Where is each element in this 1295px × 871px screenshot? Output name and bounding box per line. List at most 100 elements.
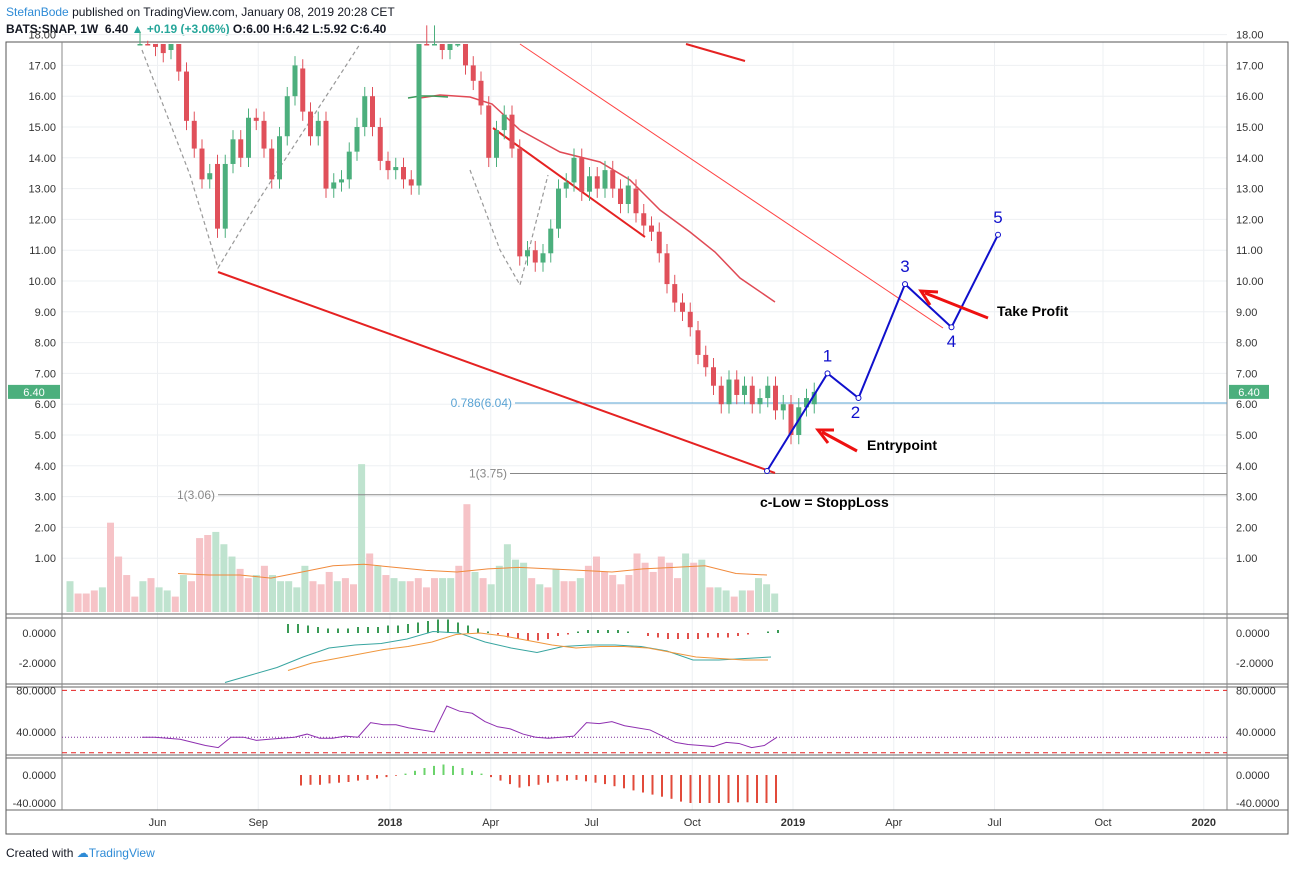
volume-bar (325, 571, 333, 612)
volume-bar (552, 568, 560, 612)
volume-bar (333, 581, 341, 612)
candle-body (168, 44, 174, 50)
candle-body (424, 44, 430, 46)
candle-body (238, 139, 244, 158)
volume-bar (528, 578, 536, 612)
rsi-pane (62, 689, 1227, 754)
candle-body (563, 182, 569, 189)
candle-body (137, 44, 143, 46)
volume-bar (520, 562, 528, 612)
candle-body (695, 330, 701, 355)
volume-bar (439, 578, 447, 612)
volume-bar (293, 587, 301, 612)
last-price-tag-left-text: 6.40 (23, 387, 44, 399)
change-up-icon: ▲ (131, 22, 144, 36)
last-price-tag-right (1229, 384, 1269, 399)
rsi-tick-right: 80.0000 (1236, 685, 1276, 697)
candle-body (525, 250, 530, 257)
price-tick-left: 1.00 (35, 553, 56, 565)
candle-body (649, 225, 654, 232)
candle-body (734, 379, 740, 395)
tradingview-link[interactable]: TradingView (88, 846, 155, 860)
candle-body (711, 367, 716, 386)
time-tick: 2019 (781, 817, 805, 829)
price-tick-left: 2.00 (35, 522, 56, 534)
candle-body (478, 80, 484, 106)
volume-bar (301, 565, 309, 612)
rsi-tick-left: 80.0000 (16, 685, 56, 697)
wave-point (902, 281, 908, 288)
candle-body (253, 117, 259, 121)
price-tick-right: 16.00 (1236, 91, 1264, 103)
footer: Created with ☁TradingView (6, 846, 155, 860)
volume-bar (398, 581, 406, 612)
candle-body (160, 44, 166, 54)
author-link[interactable]: StefanBode (6, 5, 69, 19)
candle-body (370, 96, 375, 127)
symbol-label[interactable]: BATS:SNAP, 1W (6, 22, 99, 36)
wave-point (824, 370, 831, 377)
time-tick: Jun (149, 817, 167, 829)
time-tick: Jul (584, 817, 598, 829)
price-tick-left: 10.00 (28, 276, 56, 288)
volume-bar (317, 584, 325, 612)
candle-body (718, 385, 724, 405)
candle-body (222, 163, 228, 229)
price-tick-left: 3.00 (35, 492, 56, 504)
price-tick-right: 11.00 (1236, 245, 1263, 257)
volume-bar (746, 590, 754, 612)
volume-bar (722, 590, 730, 612)
volume-bar (155, 587, 163, 612)
volume-bar (163, 590, 171, 612)
candle-body (377, 127, 383, 161)
volume-bar (366, 553, 374, 612)
entrypoint-arrow-head (814, 428, 834, 444)
candle-body (594, 176, 600, 189)
volume-bar (487, 584, 495, 612)
candle-body (610, 170, 616, 189)
volume-bar (414, 578, 422, 612)
candle-body (277, 136, 282, 180)
candle-body (463, 44, 468, 66)
candle-body (749, 385, 755, 405)
volume-bar (649, 571, 657, 612)
candle-body (501, 114, 507, 131)
price-tick-right: 15.00 (1236, 122, 1264, 134)
candle-body (385, 160, 391, 171)
wave-label: 4 (947, 332, 956, 351)
candle-body (517, 148, 523, 257)
volume-bar (66, 581, 74, 612)
fib-level-label: 1(3.06) (177, 488, 215, 502)
price-tick-left: 4.00 (35, 461, 56, 473)
volume-bar (212, 531, 220, 612)
candle-body (811, 391, 817, 405)
moving-average-green (407, 95, 449, 99)
candle-body (215, 163, 220, 229)
volume-bar (422, 587, 430, 612)
outer-frame (5, 41, 1289, 835)
osc-tick-left: 0.0000 (22, 770, 56, 782)
candle-body (548, 228, 554, 254)
candle-body (339, 179, 344, 183)
volume-bar (204, 535, 212, 612)
last-price-tag-right-text: 6.40 (1238, 387, 1259, 399)
candle-body (199, 148, 205, 180)
volume-bar (771, 593, 779, 612)
candle-body (664, 253, 670, 285)
macd-signal-line (287, 632, 768, 671)
candle-body (354, 127, 360, 152)
candle-body (439, 44, 445, 50)
volume-bar (730, 596, 738, 612)
take-profit-arrow (924, 291, 989, 320)
price-tick-right: 2.00 (1236, 522, 1257, 534)
volume-bar (171, 596, 179, 612)
candle-body (780, 404, 786, 411)
macd-pane (224, 619, 779, 683)
candle-body (455, 44, 461, 46)
volume-bar (358, 464, 366, 612)
volume-bar (503, 544, 511, 612)
volume-bar (633, 553, 641, 612)
price-tick-right: 14.00 (1236, 153, 1264, 165)
candle-body (191, 120, 197, 149)
